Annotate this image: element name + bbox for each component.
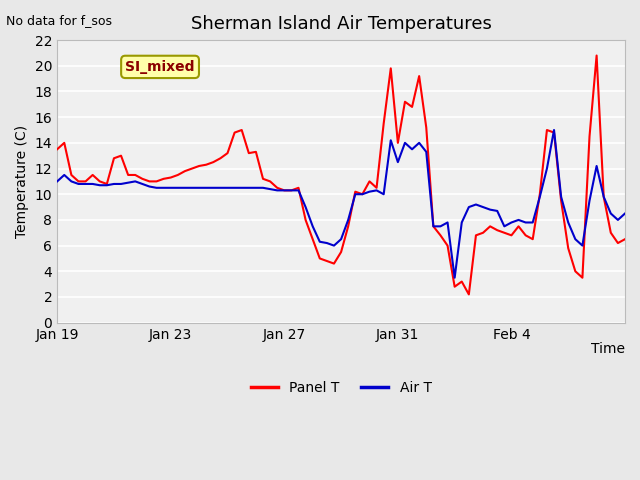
Title: Sherman Island Air Temperatures: Sherman Island Air Temperatures xyxy=(191,15,492,33)
Text: Time: Time xyxy=(591,342,625,357)
Legend: Panel T, Air T: Panel T, Air T xyxy=(245,375,437,400)
Y-axis label: Temperature (C): Temperature (C) xyxy=(15,125,29,238)
Text: SI_mixed: SI_mixed xyxy=(125,60,195,74)
Text: No data for f_sos: No data for f_sos xyxy=(6,14,113,27)
